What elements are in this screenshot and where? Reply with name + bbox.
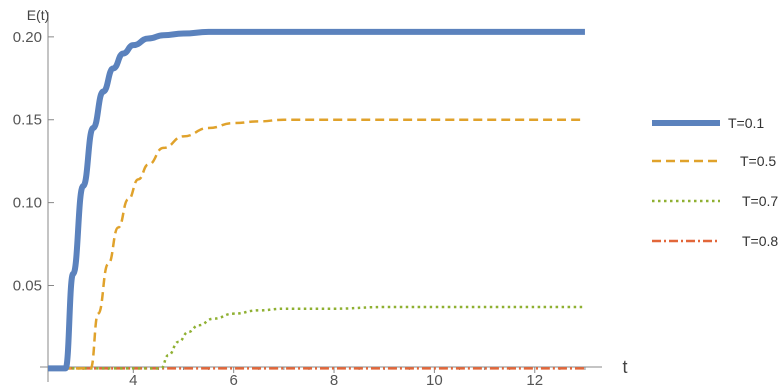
series-layer (48, 28, 585, 372)
series-line-T=0.5 (48, 118, 585, 370)
series-line-T=0.7 (48, 305, 585, 370)
legend-label: T=0.1 (728, 115, 764, 131)
y-tick-label: 0.10 (13, 195, 42, 212)
x-axis: t 4 6 8 10 12 (40, 357, 628, 389)
legend-label: T=0.5 (740, 153, 776, 169)
x-ticks: 4 6 8 10 12 (57, 367, 586, 389)
y-tick-label: 0.15 (13, 112, 42, 129)
series-line-T=0.1 (48, 28, 585, 372)
legend-label: T=0.8 (742, 233, 778, 249)
y-ticks: 0.05 0.10 0.15 0.20 (13, 29, 54, 294)
y-tick-label: 0.20 (13, 29, 42, 46)
x-axis-title: t (622, 357, 627, 377)
legend-label: T=0.7 (742, 193, 778, 209)
y-axis: E(t) 0.05 0.10 0.15 0.20 (13, 7, 54, 382)
y-axis-title: E(t) (27, 7, 50, 23)
x-tick-label: 12 (526, 372, 543, 389)
legend: T=0.1 T=0.5 T=0.7 T=0.8 (652, 115, 778, 249)
y-tick-label: 0.05 (13, 277, 42, 294)
x-tick-label: 6 (230, 372, 238, 389)
x-tick-label: 8 (330, 372, 338, 389)
x-tick-label: 4 (129, 372, 137, 389)
x-tick-label: 10 (426, 372, 443, 389)
